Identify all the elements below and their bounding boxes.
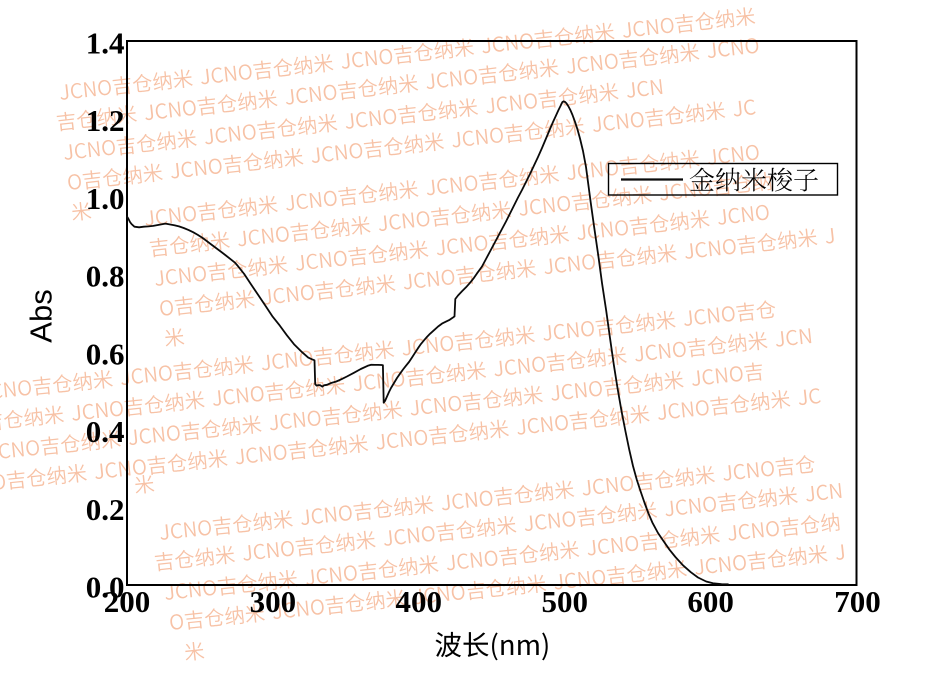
svg-text:300: 300 [250, 584, 297, 619]
svg-text:Abs: Abs [24, 289, 59, 342]
svg-text:0.4: 0.4 [86, 414, 125, 449]
svg-text:1.4: 1.4 [86, 26, 125, 61]
svg-text:1.0: 1.0 [86, 181, 125, 216]
svg-text:200: 200 [104, 584, 151, 619]
svg-text:0.0: 0.0 [86, 570, 125, 605]
svg-text:0.6: 0.6 [86, 336, 125, 371]
svg-text:500: 500 [541, 584, 588, 619]
svg-text:0.8: 0.8 [86, 259, 125, 294]
svg-text:600: 600 [687, 584, 734, 619]
svg-text:400: 400 [396, 584, 443, 619]
svg-text:0.2: 0.2 [86, 492, 125, 527]
svg-text:1.2: 1.2 [86, 103, 125, 138]
svg-text:700: 700 [834, 584, 881, 619]
